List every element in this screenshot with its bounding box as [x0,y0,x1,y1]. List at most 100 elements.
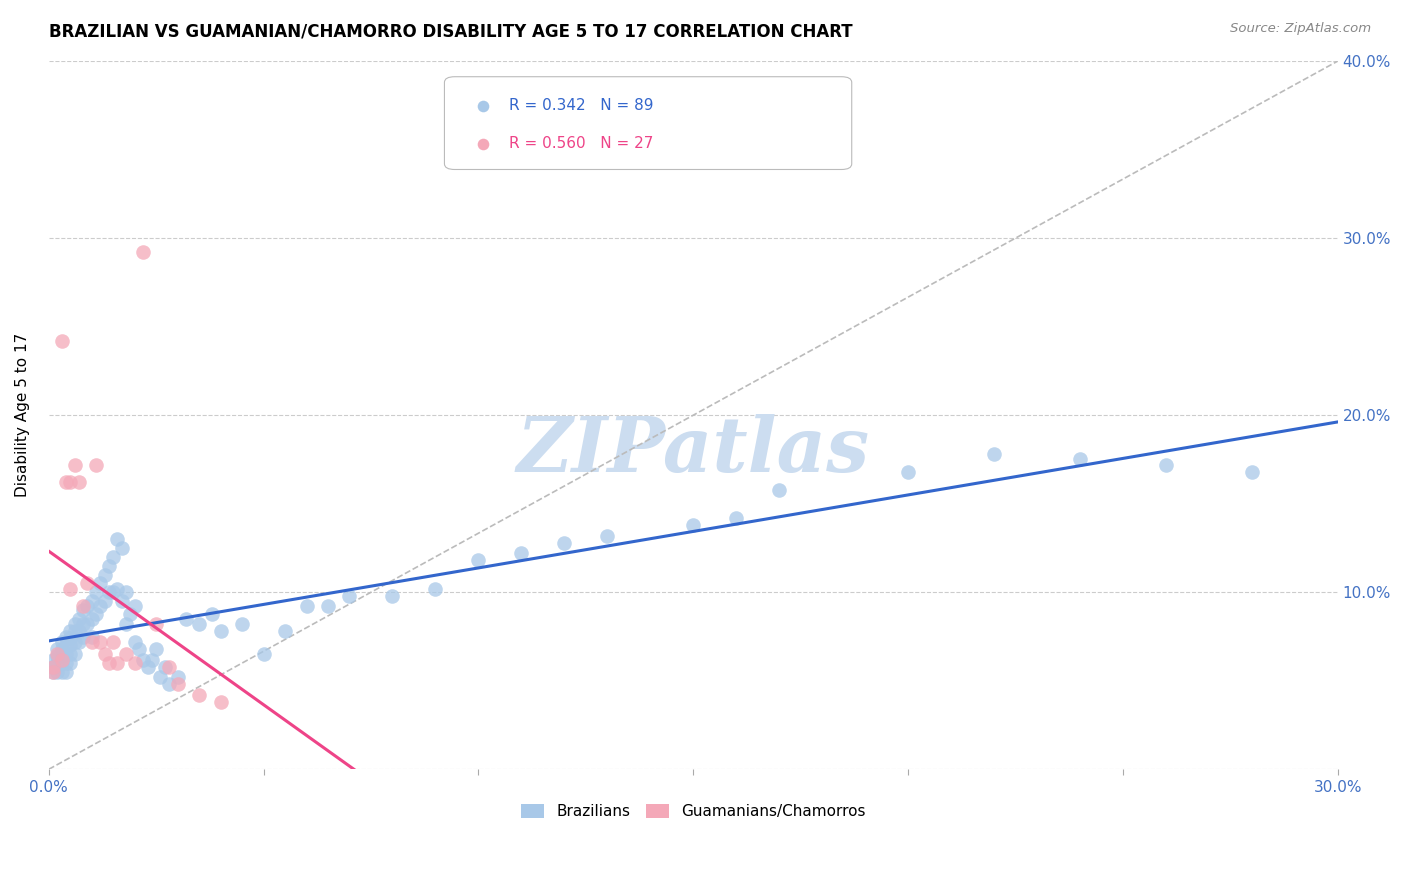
Point [89,635,111,649]
Point [166,677,188,691]
Point [67,475,90,490]
Point [339,589,361,603]
Point [59,632,82,646]
Point [725,511,748,525]
Point [42,665,65,679]
Text: ZIPatlas: ZIPatlas [516,414,870,488]
Point [51,648,73,663]
Point [84,458,107,472]
Point [55,630,77,644]
Point [510,546,533,560]
Point [80,594,103,608]
Point [42,652,65,666]
Point [231,617,253,632]
Point [63,647,86,661]
Point [136,659,159,673]
Point [51,652,73,666]
Point [103,585,125,599]
Point [93,567,115,582]
Point [132,245,155,260]
Text: R = 0.342   N = 89: R = 0.342 N = 89 [509,98,654,113]
Point [768,483,790,497]
Point [157,677,180,691]
Point [596,528,619,542]
Point [51,334,73,348]
Point [115,585,138,599]
Point [89,599,111,614]
Point [46,648,69,663]
Point [141,652,163,666]
Point [80,635,103,649]
Point [42,659,65,673]
Point [124,656,146,670]
Point [59,582,82,596]
Point [63,458,86,472]
Point [55,665,77,679]
Point [63,635,86,649]
Point [124,635,146,649]
Point [120,607,142,621]
Point [80,612,103,626]
Point [42,659,65,673]
Point [59,647,82,661]
Point [46,665,69,679]
Point [42,665,65,679]
Point [51,635,73,649]
Point [97,585,120,599]
Point [63,617,86,632]
Point [128,641,150,656]
Point [55,639,77,653]
Point [157,659,180,673]
Point [274,624,297,639]
Point [188,617,211,632]
Point [80,630,103,644]
Point [72,603,94,617]
Point [107,532,129,546]
Point [76,617,98,632]
Point [51,641,73,656]
Point [59,639,82,653]
Point [46,641,69,656]
Point [425,582,447,596]
Point [72,630,94,644]
Point [76,576,98,591]
Point [115,617,138,632]
Point [97,558,120,573]
Point [97,656,120,670]
Point [59,656,82,670]
Point [107,582,129,596]
Point [188,688,211,702]
Point [63,624,86,639]
Point [84,607,107,621]
Point [72,599,94,614]
Point [1069,452,1091,467]
Point [553,535,575,549]
Point [84,585,107,599]
Point [166,670,188,684]
Point [295,599,318,614]
Point [1240,465,1263,479]
Point [252,647,274,661]
Point [132,652,155,666]
Legend: Brazilians, Guamanians/Chamorros: Brazilians, Guamanians/Chamorros [515,798,872,825]
Point [55,656,77,670]
Point [209,695,232,709]
Point [107,656,129,670]
FancyBboxPatch shape [444,77,852,169]
Point [103,549,125,564]
Point [76,599,98,614]
Text: R = 0.560   N = 27: R = 0.560 N = 27 [509,136,654,152]
Point [67,624,90,639]
Point [59,475,82,490]
Y-axis label: Disability Age 5 to 17: Disability Age 5 to 17 [15,333,30,498]
Point [89,576,111,591]
Point [67,612,90,626]
Point [67,635,90,649]
Point [682,518,704,533]
Point [1154,458,1177,472]
Point [381,589,404,603]
Point [983,447,1005,461]
Point [115,647,138,661]
Point [103,635,125,649]
Point [209,624,232,639]
